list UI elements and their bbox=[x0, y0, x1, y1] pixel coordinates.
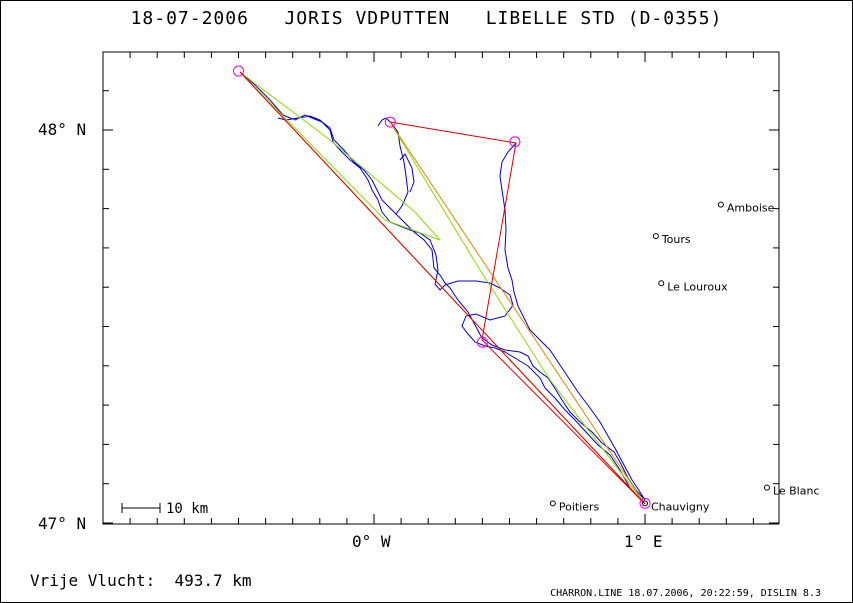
optimized-route-leg-3 bbox=[240, 72, 440, 240]
scale-bar-label: 10 km bbox=[166, 501, 208, 517]
town-marker bbox=[764, 485, 769, 490]
lon-label-0: 0° W bbox=[352, 532, 391, 551]
task-route bbox=[240, 72, 645, 504]
distance-label: Vrije Vlucht: bbox=[30, 571, 155, 590]
distance-value: 493.7 km bbox=[175, 571, 252, 590]
optimized-route bbox=[240, 72, 440, 240]
town-label: Le Blanc bbox=[773, 485, 820, 498]
distance-summary: Vrije Vlucht: 493.7 km bbox=[30, 571, 252, 590]
lon-label-1: 1° E bbox=[624, 532, 663, 551]
source-info: CHARRON.LINE 18.07.2006, 20:22:59, DISLI… bbox=[550, 588, 821, 599]
town-marker bbox=[550, 501, 555, 506]
flight-map: Amboise Tours Le Louroux Poitiers Chauvigny L… bbox=[0, 0, 853, 603]
town-label: Chauvigny bbox=[651, 500, 710, 513]
town-marker bbox=[718, 202, 723, 207]
lat-label-47: 47° N bbox=[38, 514, 86, 533]
town-label: Tours bbox=[661, 233, 691, 246]
town-marker bbox=[659, 281, 664, 286]
lat-label-48: 48° N bbox=[38, 120, 86, 139]
town-label: Le Louroux bbox=[667, 280, 728, 293]
town-marker bbox=[653, 234, 658, 239]
scale-bar: 10 km bbox=[122, 501, 208, 517]
town-label: Poitiers bbox=[559, 500, 600, 513]
turnpoint-marker bbox=[234, 66, 244, 76]
town-label: Amboise bbox=[727, 202, 775, 215]
